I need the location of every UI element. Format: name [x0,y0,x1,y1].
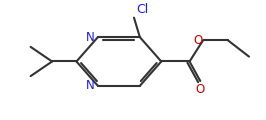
Text: N: N [86,31,95,44]
Text: O: O [196,83,205,96]
Text: O: O [193,34,202,47]
Text: Cl: Cl [136,3,148,16]
Text: N: N [86,79,95,92]
